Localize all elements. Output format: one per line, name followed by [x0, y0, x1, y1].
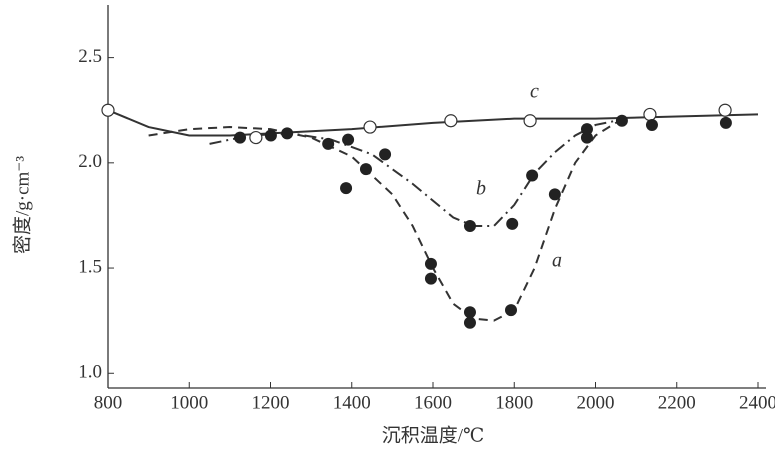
filled-point — [424, 272, 437, 285]
filled-point — [506, 217, 519, 230]
filled-point — [424, 257, 437, 270]
filled-point — [548, 188, 561, 201]
x-tick-label: 1800 — [495, 392, 533, 413]
filled-point — [526, 169, 539, 182]
x-axis-label: 沉积温度/℃ — [382, 424, 485, 446]
filled-point — [615, 114, 628, 127]
y-tick-label: 1.0 — [78, 362, 102, 383]
x-tick-label: 2200 — [658, 392, 696, 413]
x-tick-label: 1000 — [170, 392, 208, 413]
filled-point — [340, 182, 353, 195]
filled-point — [645, 118, 658, 131]
curve-label: c — [530, 81, 539, 103]
filled-point — [580, 123, 593, 136]
open-point — [101, 103, 115, 117]
curve — [107, 109, 759, 137]
x-tick-label: 800 — [94, 392, 123, 413]
open-point — [523, 114, 537, 128]
open-point — [643, 107, 657, 122]
filled-point — [719, 116, 732, 129]
y-tick-label: 2.5 — [78, 46, 102, 67]
filled-point — [342, 133, 355, 146]
open-point — [363, 120, 377, 134]
filled-point — [463, 219, 476, 232]
filled-point — [463, 316, 476, 329]
x-tick-label: 1200 — [252, 392, 290, 413]
curve-label: b — [476, 178, 486, 200]
y-tick-label: 1.5 — [78, 256, 102, 277]
y-axis-label: 密度/g·cm⁻³ — [11, 156, 33, 254]
curve — [148, 117, 629, 322]
y-tick-label: 2.0 — [78, 151, 102, 172]
filled-point — [580, 131, 593, 144]
x-tick-label: 2000 — [577, 392, 615, 413]
x-tick-label: 1600 — [414, 392, 452, 413]
filled-point — [463, 306, 476, 319]
x-tick-label: 2400 — [739, 392, 775, 413]
x-tick-label: 1400 — [333, 392, 371, 413]
filled-point — [359, 163, 372, 176]
open-point — [249, 130, 263, 145]
filled-point — [281, 127, 294, 140]
open-point — [444, 114, 458, 128]
filled-point — [322, 137, 335, 150]
filled-point — [379, 148, 392, 161]
filled-point — [505, 304, 517, 317]
curve-label: a — [552, 250, 562, 272]
filled-point — [234, 131, 247, 144]
open-point — [718, 103, 732, 117]
filled-point — [264, 129, 277, 142]
